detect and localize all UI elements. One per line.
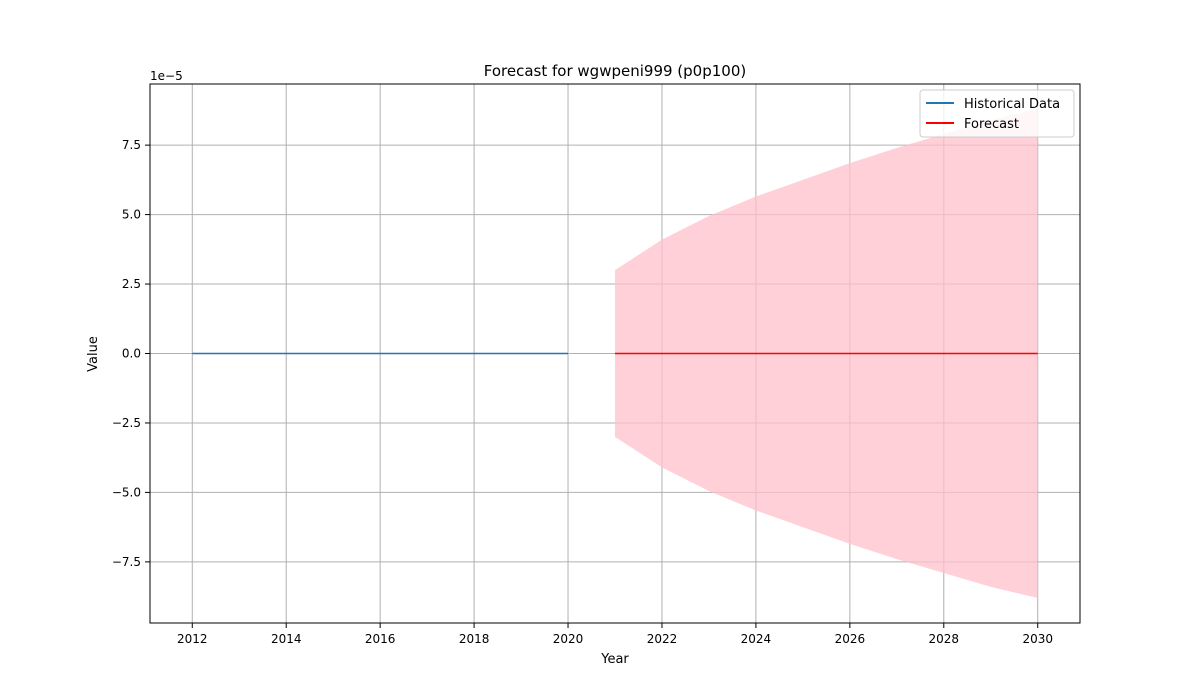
y-axis-ticks: −7.5 −5.0 −2.5 0.0 2.5 5.0 7.5 bbox=[112, 138, 150, 569]
y-tick-label: −5.0 bbox=[112, 485, 141, 499]
x-tick-label: 2014 bbox=[271, 632, 302, 646]
legend-label-forecast: Forecast bbox=[964, 117, 1019, 132]
x-tick-label: 2016 bbox=[365, 632, 396, 646]
y-tick-label: 2.5 bbox=[122, 277, 141, 291]
legend-label-historical: Historical Data bbox=[964, 97, 1060, 112]
y-tick-label: 5.0 bbox=[122, 208, 141, 222]
y-tick-label: −7.5 bbox=[112, 555, 141, 569]
x-tick-label: 2030 bbox=[1022, 632, 1053, 646]
y-tick-label: −2.5 bbox=[112, 416, 141, 430]
y-tick-label: 7.5 bbox=[122, 138, 141, 152]
legend-box bbox=[919, 89, 1075, 138]
legend: Historical Data Forecast bbox=[919, 89, 1075, 138]
x-axis-ticks: 2012 2014 2016 2018 2020 2022 2024 2026 2028 2030 bbox=[177, 623, 1053, 646]
y-axis-offset-label: 1e−5 bbox=[150, 69, 183, 83]
x-tick-label: 2020 bbox=[553, 632, 584, 646]
x-tick-label: 2024 bbox=[741, 632, 772, 646]
x-tick-label: 2026 bbox=[835, 632, 866, 646]
chart-title: Forecast for wgwpeni999 (p0p100) bbox=[484, 62, 746, 80]
x-tick-label: 2012 bbox=[177, 632, 208, 646]
x-tick-label: 2022 bbox=[647, 632, 678, 646]
y-tick-label: 0.0 bbox=[122, 347, 141, 361]
y-axis-label: Value bbox=[86, 336, 101, 372]
x-axis-label: Year bbox=[600, 652, 629, 667]
x-tick-label: 2028 bbox=[929, 632, 960, 646]
x-tick-label: 2018 bbox=[459, 632, 490, 646]
